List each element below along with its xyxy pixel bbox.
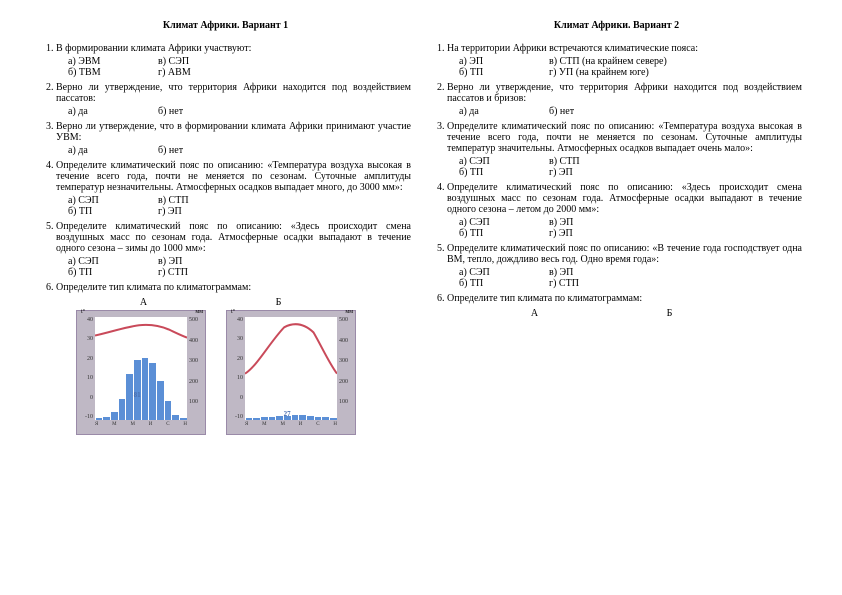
v1-q3-text: Верно ли утверждение, что в формировании… bbox=[56, 121, 411, 143]
v1-chart-b: 403020100-10500400300200100t°мм27ЯММИСН bbox=[226, 310, 356, 435]
v1-q1: В формировании климата Африки участвуют:… bbox=[56, 43, 411, 78]
v2-q3-opts: а) СЭП в) СТП б) ТП г) ЭП bbox=[447, 156, 802, 178]
v1-q3: Верно ли утверждение, что в формировании… bbox=[56, 121, 411, 156]
v2-q3-a: а) СЭП bbox=[459, 156, 549, 167]
v1-q5: Определите климатический пояс по описани… bbox=[56, 221, 411, 278]
v2-q2-b: б) нет bbox=[549, 106, 639, 117]
v2-q5-d: г) СТП bbox=[549, 278, 639, 289]
v2-q5-opts: а) СЭП в) ЭП б) ТП г) СТП bbox=[447, 267, 802, 289]
v2-q3: Определите климатический пояс по описани… bbox=[447, 121, 802, 178]
v2-q1-opts: а) ЭП в) СТП (на крайнем севере) б) ТП г… bbox=[447, 56, 802, 78]
variant-1-questions: В формировании климата Африки участвуют:… bbox=[40, 43, 411, 435]
v1-chart-a: 403020100-10500400300200100t°мм81ЯММИСН bbox=[76, 310, 206, 435]
v1-q5-b: б) ТП bbox=[68, 267, 158, 278]
v1-q4-text: Определите климатический пояс по описани… bbox=[56, 160, 411, 193]
v2-q2-a: а) да bbox=[459, 106, 549, 117]
v2-q4-text: Определите климатический пояс по описани… bbox=[447, 182, 802, 215]
v2-q6: Определите тип климата по климатограммам… bbox=[447, 293, 802, 319]
v1-charts: 403020100-10500400300200100t°мм81ЯММИСН … bbox=[56, 310, 411, 435]
v1-q1-b: б) ТВМ bbox=[68, 67, 158, 78]
v2-q4: Определите климатический пояс по описани… bbox=[447, 182, 802, 239]
v1-q5-c: в) ЭП bbox=[158, 256, 248, 267]
v1-q6: Определите тип климата по климатограммам… bbox=[56, 282, 411, 435]
v2-q1-b: б) ТП bbox=[459, 67, 549, 78]
v2-q2-opts: а) да б) нет bbox=[447, 106, 802, 117]
variant-1-column: Климат Африки. Вариант 1 В формировании … bbox=[30, 20, 421, 575]
v1-chart-label-a: А bbox=[76, 297, 211, 308]
v2-q2-text: Верно ли утверждение, что территория Афр… bbox=[447, 82, 802, 104]
v1-q1-opts: а) ЭВМ в) СЭП б) ТВМ г) АВМ bbox=[56, 56, 411, 78]
v2-q1: На территории Африки встречаются климати… bbox=[447, 43, 802, 78]
v2-q1-text: На территории Африки встречаются климати… bbox=[447, 43, 698, 54]
v2-q5-c: в) ЭП bbox=[549, 267, 639, 278]
v2-q5-a: а) СЭП bbox=[459, 267, 549, 278]
v1-q4-a: а) СЭП bbox=[68, 195, 158, 206]
v2-chart-labels: А Б bbox=[447, 308, 802, 319]
v1-q2: Верно ли утверждение, что территория Афр… bbox=[56, 82, 411, 117]
v2-chart-label-b: Б bbox=[602, 308, 737, 319]
v1-q4-c: в) СТП bbox=[158, 195, 248, 206]
v2-q3-text: Определите климатический пояс по описани… bbox=[447, 121, 802, 154]
v1-q3-a: а) да bbox=[68, 145, 158, 156]
v1-q2-text: Верно ли утверждение, что территория Афр… bbox=[56, 82, 411, 104]
v2-q4-b: б) ТП bbox=[459, 228, 549, 239]
v2-q4-opts: а) СЭП в) ЭП б) ТП г) ЭП bbox=[447, 217, 802, 239]
v1-q4-b: б) ТП bbox=[68, 206, 158, 217]
variant-2-column: Климат Африки. Вариант 2 На территории А… bbox=[421, 20, 812, 575]
v1-q5-a: а) СЭП bbox=[68, 256, 158, 267]
v1-q4-d: г) ЭП bbox=[158, 206, 248, 217]
v2-q3-c: в) СТП bbox=[549, 156, 639, 167]
v1-q3-b: б) нет bbox=[158, 145, 248, 156]
v1-q5-text: Определите климатический пояс по описани… bbox=[56, 221, 411, 254]
v1-chart-label-b: Б bbox=[211, 297, 346, 308]
v2-q1-d: г) УП (на крайнем юге) bbox=[549, 67, 649, 78]
v2-q5-b: б) ТП bbox=[459, 278, 549, 289]
v1-q4-opts: а) СЭП в) СТП б) ТП г) ЭП bbox=[56, 195, 411, 217]
v2-q1-a: а) ЭП bbox=[459, 56, 549, 67]
v2-q5-text: Определите климатический пояс по описани… bbox=[447, 243, 802, 265]
v2-q4-a: а) СЭП bbox=[459, 217, 549, 228]
variant-1-title: Климат Африки. Вариант 1 bbox=[40, 20, 411, 31]
v2-q5: Определите климатический пояс по описани… bbox=[447, 243, 802, 289]
v2-q2: Верно ли утверждение, что территория Афр… bbox=[447, 82, 802, 117]
v1-q5-opts: а) СЭП в) ЭП б) ТП г) СТП bbox=[56, 256, 411, 278]
v1-chart-labels: А Б bbox=[56, 297, 411, 308]
v2-q4-d: г) ЭП bbox=[549, 228, 639, 239]
v2-chart-label-a: А bbox=[467, 308, 602, 319]
v2-q4-c: в) ЭП bbox=[549, 217, 639, 228]
v2-q3-d: г) ЭП bbox=[549, 167, 639, 178]
v1-q1-d: г) АВМ bbox=[158, 67, 248, 78]
v1-q3-opts: а) да б) нет bbox=[56, 145, 411, 156]
variant-2-questions: На территории Африки встречаются климати… bbox=[431, 43, 802, 319]
v1-q1-c: в) СЭП bbox=[158, 56, 248, 67]
v1-q1-text: В формировании климата Африки участвуют: bbox=[56, 43, 251, 54]
variant-2-title: Климат Африки. Вариант 2 bbox=[431, 20, 802, 31]
v1-q2-opts: а) да б) нет bbox=[56, 106, 411, 117]
v1-q2-a: а) да bbox=[68, 106, 158, 117]
v2-q1-c: в) СТП (на крайнем севере) bbox=[549, 56, 667, 67]
v1-q2-b: б) нет bbox=[158, 106, 248, 117]
v2-q6-text: Определите тип климата по климатограммам… bbox=[447, 293, 642, 304]
v1-q5-d: г) СТП bbox=[158, 267, 248, 278]
v2-q3-b: б) ТП bbox=[459, 167, 549, 178]
v1-q6-text: Определите тип климата по климатограммам… bbox=[56, 282, 251, 293]
v1-q4: Определите климатический пояс по описани… bbox=[56, 160, 411, 217]
v1-q1-a: а) ЭВМ bbox=[68, 56, 158, 67]
